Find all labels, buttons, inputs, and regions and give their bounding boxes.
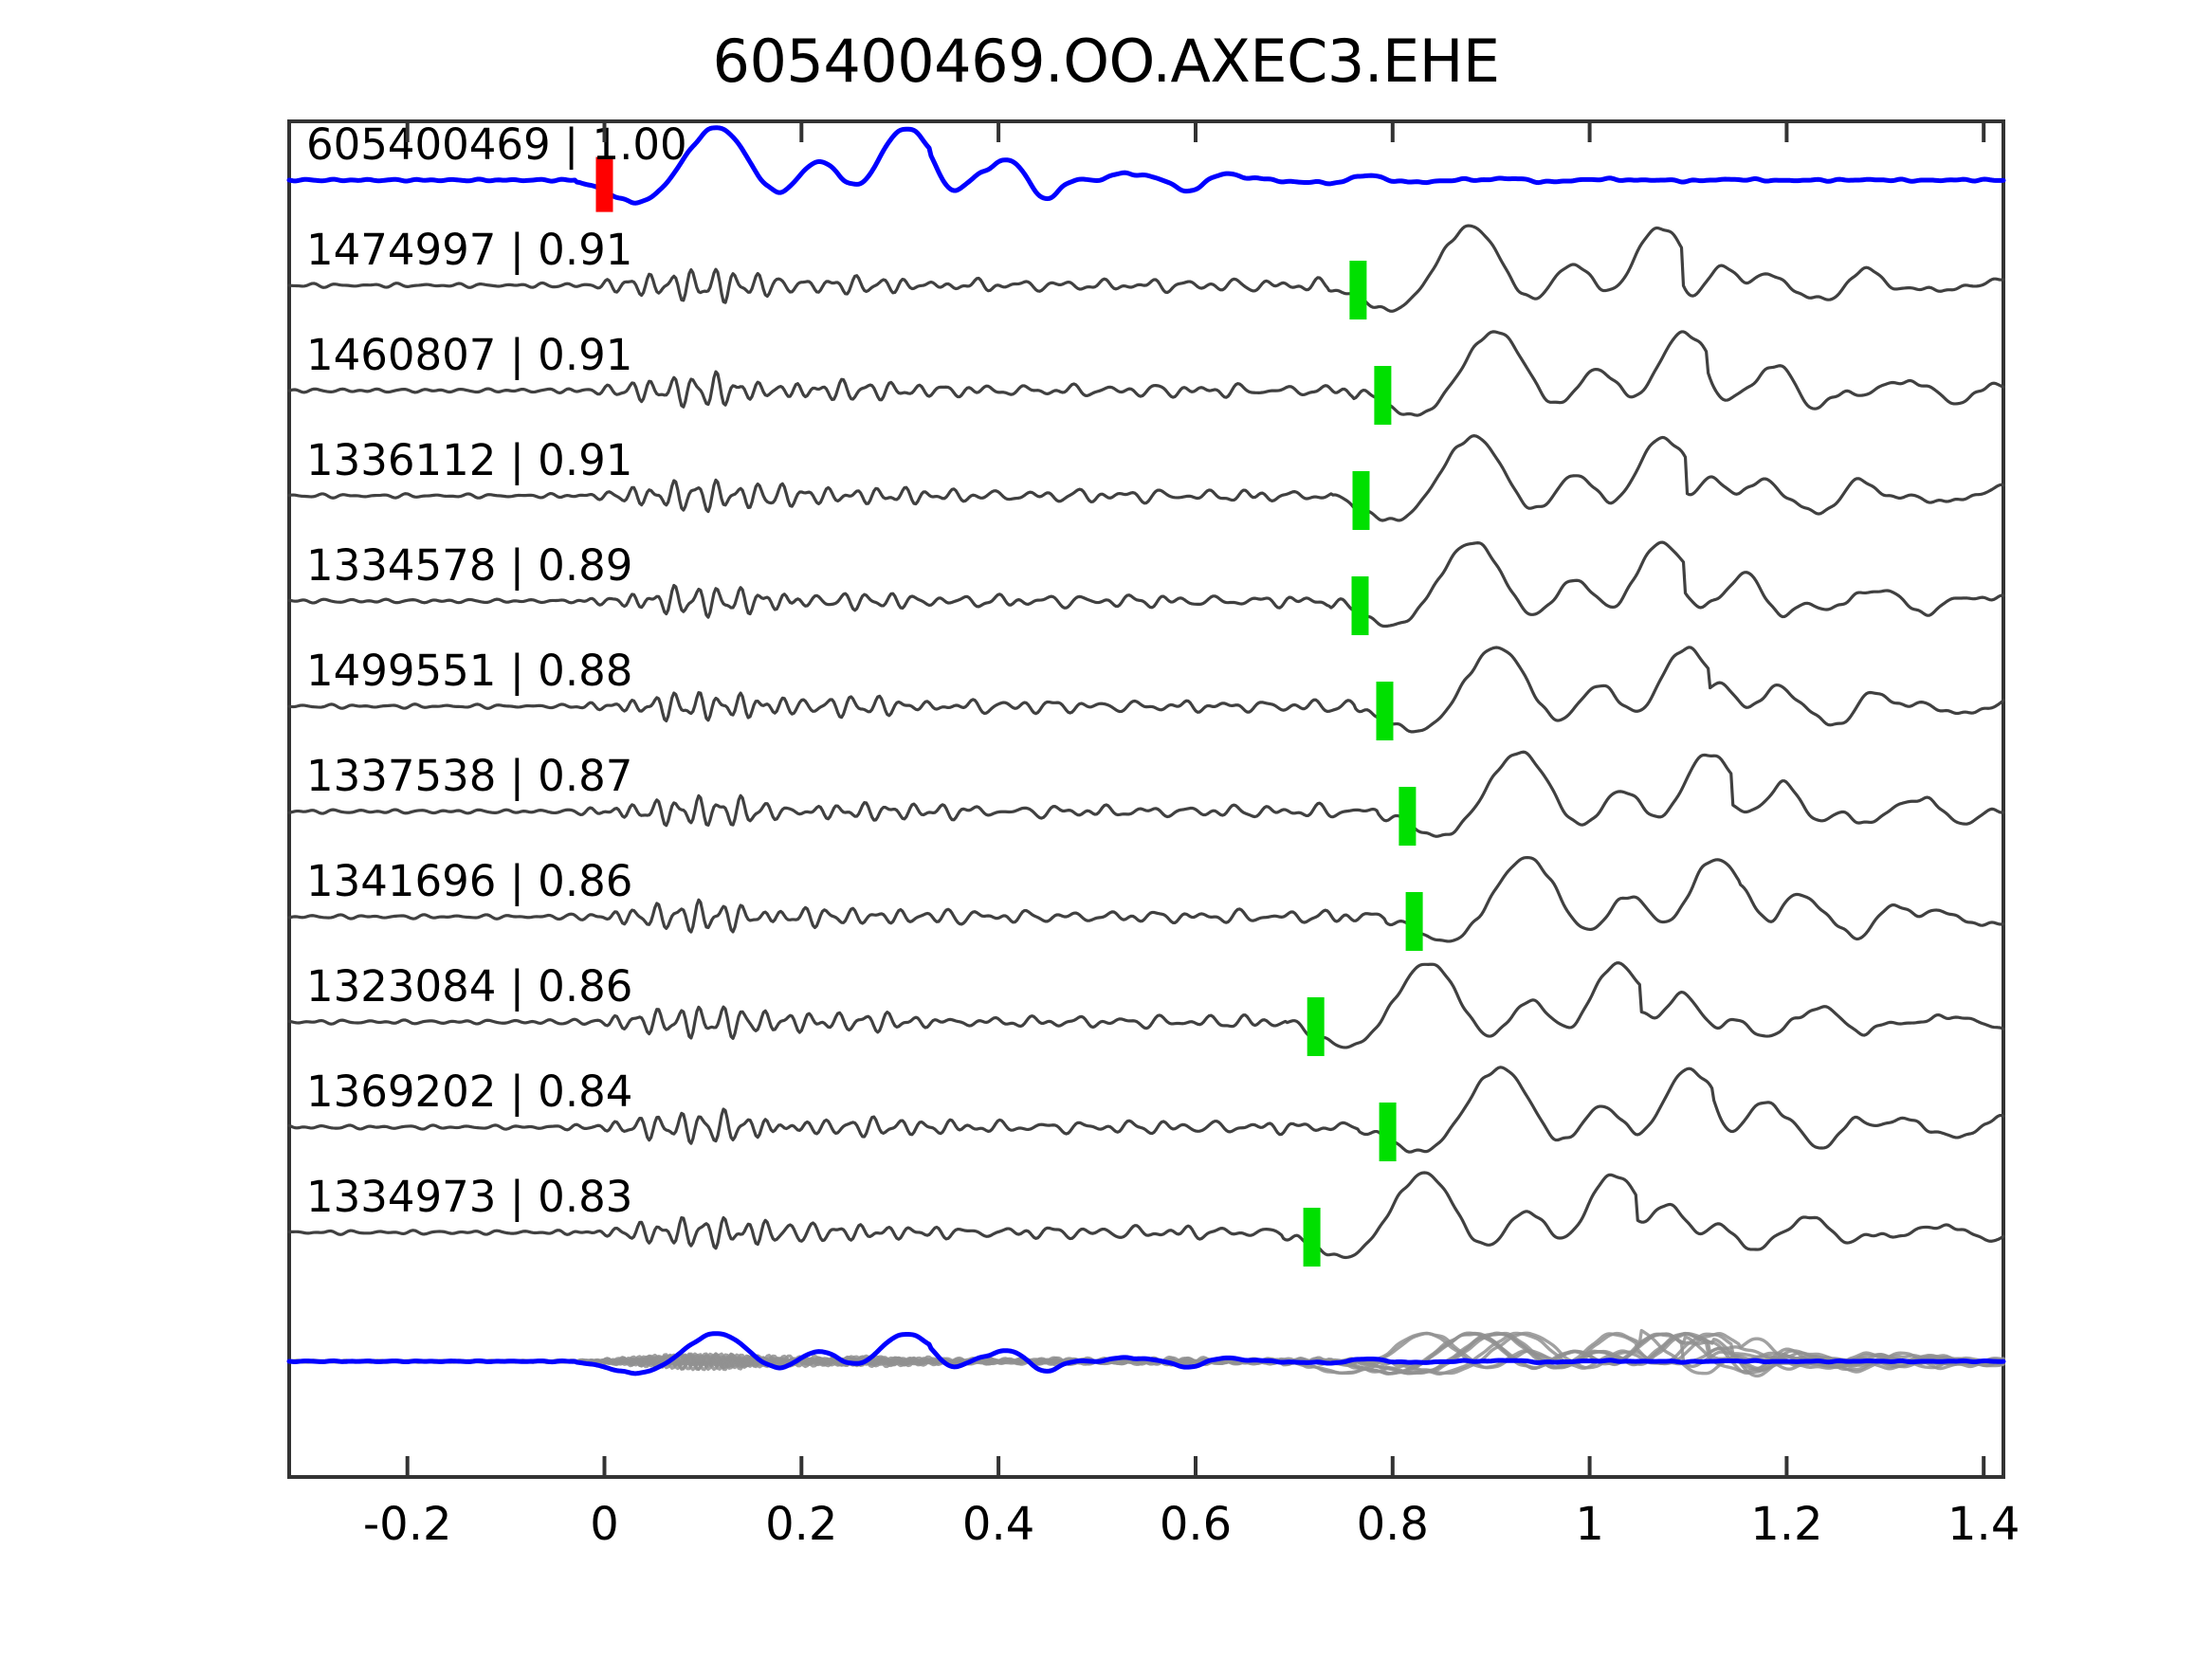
detection-pick-marker bbox=[1307, 997, 1325, 1056]
x-tick-label: 0.8 bbox=[1357, 1498, 1429, 1551]
trace-label: 1334578 | 0.89 bbox=[306, 540, 632, 591]
template-pick-marker bbox=[595, 156, 613, 212]
axes-frame bbox=[287, 119, 2005, 1479]
waveform-trace bbox=[287, 646, 2005, 734]
waveform-trace bbox=[287, 855, 2005, 943]
waveform-trace bbox=[286, 125, 2006, 206]
trace-labels-layer: 605400469 | 1.00 1474997 | 0.91 1460807 | … bbox=[306, 119, 687, 1222]
x-axis-ticks: -0.2 0 0.2 0.4 0.6 0.8 1 1.2 1.4 bbox=[363, 121, 2020, 1551]
waveform-trace bbox=[287, 961, 2005, 1049]
trace-label: 1460807 | 0.91 bbox=[306, 330, 632, 380]
x-tick-label: 1.4 bbox=[1947, 1498, 2020, 1551]
trace-label: 1341696 | 0.86 bbox=[306, 856, 632, 906]
x-tick-label: 0 bbox=[590, 1498, 619, 1551]
trace-label: 1369202 | 0.84 bbox=[306, 1066, 632, 1117]
waveform-trace bbox=[287, 750, 2005, 838]
waveform-trace bbox=[287, 1066, 2005, 1154]
trace-label: 1499551 | 0.88 bbox=[306, 646, 632, 696]
trace-label: 605400469 | 1.00 bbox=[306, 119, 687, 170]
trace-label: 1337538 | 0.87 bbox=[306, 751, 632, 801]
trace-label: 1334973 | 0.83 bbox=[306, 1172, 632, 1222]
traces-layer bbox=[286, 125, 2006, 1378]
waveform-trace bbox=[287, 540, 2005, 629]
trace-label: 1336112 | 0.91 bbox=[306, 435, 632, 485]
x-tick-label: 0.6 bbox=[1160, 1498, 1232, 1551]
detection-pick-marker bbox=[1349, 261, 1367, 319]
detection-pick-marker bbox=[1405, 892, 1423, 951]
waveform-trace bbox=[287, 330, 2005, 417]
waveform-trace bbox=[287, 434, 2005, 522]
detection-pick-marker bbox=[1398, 787, 1417, 846]
detection-pick-marker bbox=[1351, 576, 1369, 635]
x-tick-label: 0.4 bbox=[962, 1498, 1034, 1551]
plot-border bbox=[287, 119, 2005, 1479]
detection-pick-marker bbox=[1379, 1103, 1397, 1161]
waveform-trace bbox=[287, 224, 2005, 313]
x-tick-label: 1.2 bbox=[1750, 1498, 1822, 1551]
detection-pick-marker bbox=[1374, 366, 1392, 425]
waveform-trace bbox=[287, 1171, 2005, 1260]
page-title: 605400469.OO.AXEC3.EHE bbox=[712, 27, 1501, 96]
pick-markers-layer bbox=[595, 156, 1423, 1267]
detection-pick-marker bbox=[1303, 1208, 1321, 1267]
trace-label: 1474997 | 0.91 bbox=[306, 225, 632, 275]
stack-template-trace bbox=[286, 1331, 2006, 1376]
x-tick-label: 0.2 bbox=[765, 1498, 837, 1551]
x-tick-label: -0.2 bbox=[363, 1498, 452, 1551]
detection-pick-marker bbox=[1376, 682, 1394, 740]
x-tick-label: 1 bbox=[1575, 1498, 1604, 1551]
detection-pick-marker bbox=[1352, 471, 1370, 530]
trace-label: 1323084 | 0.86 bbox=[306, 961, 632, 1012]
